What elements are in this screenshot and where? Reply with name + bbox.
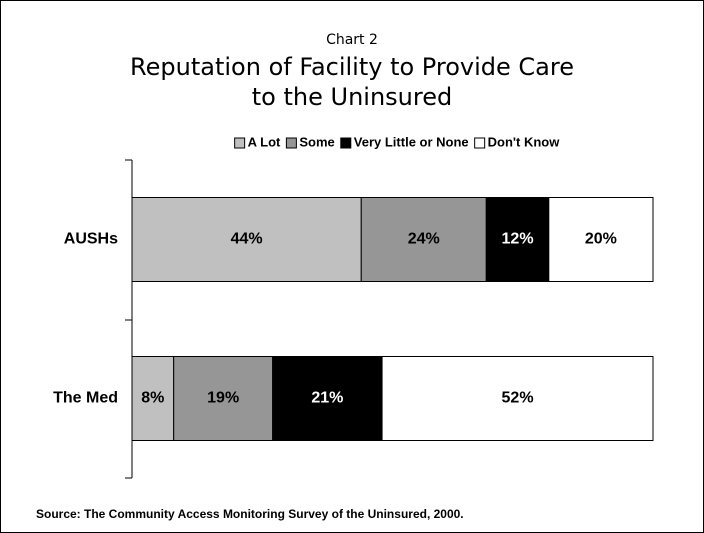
bar-segment	[381, 356, 654, 441]
chart-title: Reputation of Facility to Provide Care	[130, 53, 574, 81]
bar-segment	[485, 197, 550, 282]
y-tick-label: AUSHs	[64, 231, 118, 248]
data-label: 52%	[502, 390, 534, 407]
legend-swatch	[474, 137, 486, 149]
data-label: 21%	[311, 390, 343, 407]
bar-segment	[131, 356, 175, 441]
data-label: 12%	[502, 231, 534, 248]
chart-subtitle: Chart 2	[326, 32, 378, 48]
data-label: 20%	[585, 231, 617, 248]
chart-title: to the Uninsured	[252, 83, 452, 111]
legend-swatch	[340, 137, 352, 149]
legend-swatch	[234, 137, 246, 149]
bar-segment	[360, 197, 487, 282]
data-label: 44%	[231, 231, 263, 248]
bar-segment	[131, 197, 362, 282]
legend-label: Very Little or None	[354, 134, 469, 149]
data-label: 8%	[141, 390, 164, 407]
bar-segment	[548, 197, 654, 282]
legend-label: Don't Know	[488, 134, 561, 149]
source-note: Source: The Community Access Monitoring …	[36, 507, 464, 521]
y-tick-label: The Med	[53, 390, 118, 407]
data-label: 19%	[207, 390, 239, 407]
data-label: 24%	[408, 231, 440, 248]
legend-label: A Lot	[248, 134, 281, 149]
legend-label: Some	[299, 134, 334, 149]
legend-swatch	[285, 137, 297, 149]
